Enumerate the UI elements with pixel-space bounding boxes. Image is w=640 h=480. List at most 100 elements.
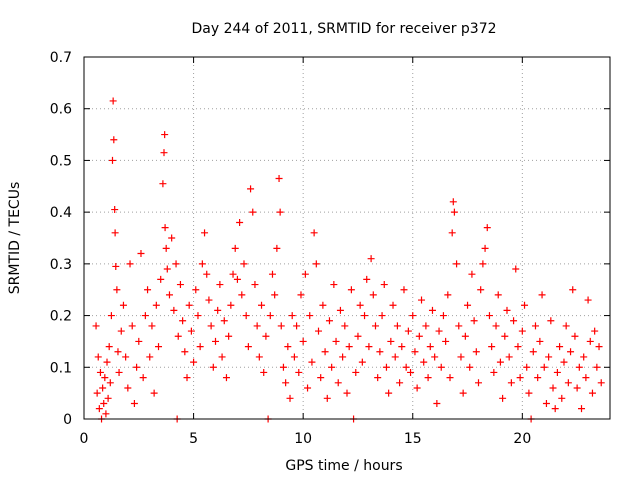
data-point [93, 389, 101, 397]
data-point [181, 348, 189, 356]
data-point [148, 322, 156, 330]
data-point [271, 291, 279, 299]
data-point [146, 353, 154, 361]
data-point [464, 301, 472, 309]
data-point [431, 353, 439, 361]
y-axis-label: SRMTID / TECUs [7, 182, 23, 295]
data-point [128, 322, 136, 330]
data-point [192, 286, 200, 294]
data-point [94, 353, 102, 361]
data-point [358, 358, 366, 366]
data-point [510, 317, 518, 325]
data-point [96, 368, 104, 376]
data-point [575, 363, 583, 371]
data-point [507, 379, 515, 387]
data-point [244, 343, 252, 351]
data-point [531, 322, 539, 330]
data-point [361, 312, 369, 320]
data-point [112, 262, 120, 270]
data-point [446, 374, 454, 382]
data-point [470, 317, 478, 325]
data-point [159, 180, 167, 188]
data-point [111, 229, 119, 237]
data-point [521, 301, 529, 309]
data-point [104, 394, 112, 402]
data-point [212, 337, 219, 345]
data-point [282, 379, 290, 387]
data-point [492, 322, 500, 330]
data-point [382, 363, 390, 371]
data-point [161, 224, 169, 232]
data-point [110, 136, 118, 144]
data-point [380, 281, 388, 289]
data-point [479, 260, 487, 268]
data-point [284, 343, 292, 351]
data-point [162, 244, 170, 252]
data-point [339, 353, 347, 361]
x-tick-label: 5 [189, 431, 198, 447]
data-point [435, 327, 443, 335]
data-point [374, 374, 382, 382]
data-point [102, 410, 110, 418]
data-point [133, 363, 141, 371]
data-point [534, 374, 542, 382]
data-point [222, 374, 230, 382]
data-point [457, 353, 465, 361]
data-point [251, 281, 259, 289]
data-point [538, 291, 546, 299]
data-point [564, 379, 572, 387]
data-point [141, 312, 149, 320]
data-point [505, 353, 513, 361]
data-point [312, 260, 320, 268]
data-point [276, 208, 284, 216]
data-point [170, 306, 178, 314]
data-point [253, 322, 261, 330]
data-point [119, 301, 127, 309]
axis-ticks [83, 56, 610, 420]
data-point [365, 343, 373, 351]
data-point [117, 327, 125, 335]
data-point [536, 337, 544, 345]
data-point [290, 353, 298, 361]
data-point [580, 353, 588, 361]
data-point [319, 301, 327, 309]
data-point [286, 394, 294, 402]
data-point [540, 363, 548, 371]
data-point [236, 218, 244, 226]
data-point [187, 327, 195, 335]
data-point [514, 343, 522, 351]
y-tick-label: 0.1 [50, 360, 72, 376]
data-point [396, 379, 404, 387]
data-point [542, 399, 550, 407]
data-point [258, 301, 266, 309]
data-point [413, 384, 421, 392]
data-point [279, 363, 287, 371]
data-point [529, 348, 537, 356]
data-point [317, 374, 325, 382]
data-point [293, 322, 301, 330]
data-point [569, 286, 577, 294]
data-point [137, 250, 145, 258]
data-point [157, 275, 165, 283]
data-point [299, 337, 307, 345]
data-point [207, 322, 215, 330]
data-point [231, 244, 239, 252]
data-point [260, 368, 268, 376]
data-point [391, 353, 399, 361]
data-point [371, 322, 379, 330]
data-point [409, 312, 417, 320]
x-tick-label: 20 [513, 431, 531, 447]
data-point [103, 358, 111, 366]
y-tick-label: 0.2 [50, 309, 72, 325]
data-point [558, 394, 566, 402]
x-tick-label: 0 [80, 431, 89, 447]
data-point [428, 306, 436, 314]
data-point [185, 301, 193, 309]
data-point [336, 306, 344, 314]
data-point [144, 286, 152, 294]
data-point [297, 291, 305, 299]
data-point [160, 149, 168, 157]
data-point [450, 208, 458, 216]
data-point [477, 286, 485, 294]
